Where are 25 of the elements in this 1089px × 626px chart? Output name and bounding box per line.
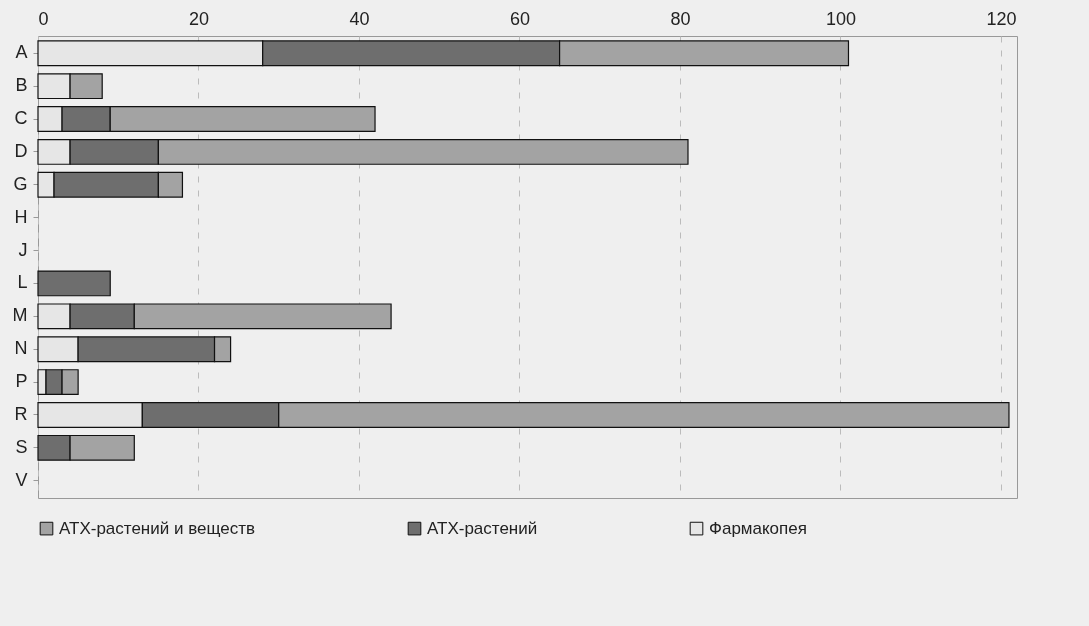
x-tick-label: 80 bbox=[670, 8, 691, 29]
y-tick-label: R bbox=[14, 403, 28, 424]
x-tick-label: 20 bbox=[188, 8, 210, 29]
x-tick-label: 100 bbox=[825, 8, 856, 29]
y-tick-label: H bbox=[14, 206, 28, 227]
y-tick-label: J bbox=[18, 239, 28, 260]
y-tick-label: G bbox=[13, 173, 28, 194]
y-tick-label: N bbox=[14, 338, 28, 359]
y-tick-label: B bbox=[15, 75, 28, 96]
legend-label: Фармакопея bbox=[709, 518, 807, 538]
y-tick-label: D bbox=[14, 140, 28, 161]
x-tick-label: 60 bbox=[509, 8, 530, 29]
y-tick-label: V bbox=[15, 469, 28, 490]
y-tick-label: M bbox=[12, 305, 28, 326]
y-tick-label: P bbox=[15, 371, 28, 392]
x-tick-label: 40 bbox=[349, 8, 370, 29]
x-tick-label: 120 bbox=[986, 8, 1017, 29]
x-tick-label: 0 bbox=[38, 8, 49, 29]
legend-label: АТХ-растений bbox=[427, 518, 538, 538]
legend-label: АТХ-растений и веществ bbox=[59, 518, 256, 538]
y-tick-label: L bbox=[17, 272, 28, 293]
bar bbox=[37, 270, 111, 297]
y-tick-label: C bbox=[14, 108, 28, 129]
y-tick-label: A bbox=[15, 42, 28, 63]
y-tick-label: S bbox=[15, 436, 28, 457]
